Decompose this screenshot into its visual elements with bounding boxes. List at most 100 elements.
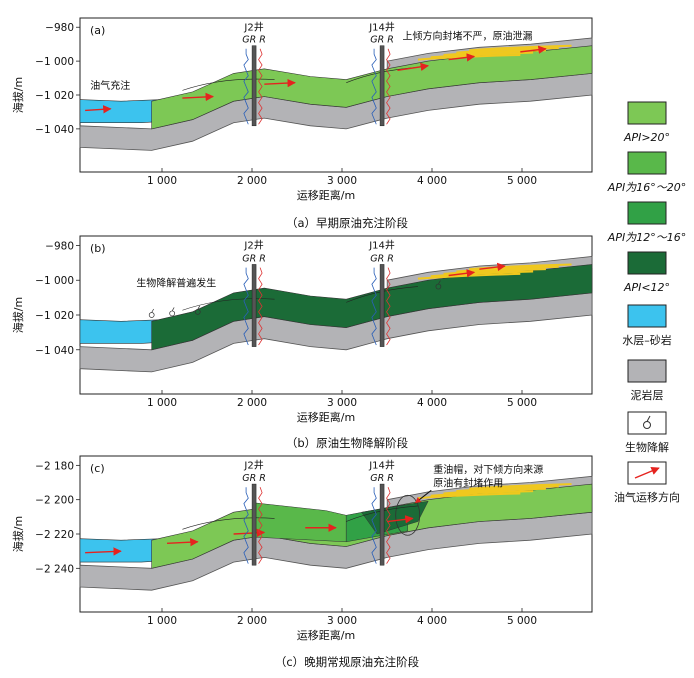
legend-swatch <box>627 304 667 328</box>
panel-label: (c) <box>90 462 105 475</box>
panel-label: (b) <box>90 242 106 255</box>
x-tick-label: 2 000 <box>237 615 267 627</box>
x-axis-label: 运移距离/m <box>297 410 355 424</box>
migration-arrow <box>479 262 506 272</box>
annotation-pointer <box>414 489 432 504</box>
legend-swatch <box>627 101 667 125</box>
x-tick-label: 3 000 <box>327 615 357 627</box>
migration-arrow <box>264 78 296 88</box>
panel-label: (a) <box>90 24 105 37</box>
legend-item-biodegradation: 生物降解 <box>625 411 669 454</box>
y-axis-label: 海拔/m <box>11 516 25 552</box>
oil-sand-lens <box>430 490 534 497</box>
legend-label: API为16°～20° <box>607 181 686 194</box>
well-log-label: GR R <box>242 35 266 46</box>
legend-swatch <box>627 201 667 225</box>
well-j14: J14井 GR R <box>368 20 395 127</box>
x-tick-label: 3 000 <box>327 175 357 187</box>
red-arrow-icon <box>634 467 660 479</box>
well-borehole <box>379 45 385 127</box>
legend-label: 水层–砂岩 <box>622 333 672 347</box>
y-tick-label: −2 220 <box>35 529 74 541</box>
well-name-label: J14井 <box>368 20 395 33</box>
gr-log-curve <box>371 48 377 125</box>
y-axis-label: 海拔/m <box>11 297 25 333</box>
oil-sand-lens <box>469 483 572 490</box>
x-axis-label: 运移距离/m <box>297 628 355 642</box>
resistivity-log-curve <box>386 48 391 125</box>
well-log-label: GR R <box>370 35 394 46</box>
y-tick-label: −1 020 <box>35 90 74 102</box>
panel-caption: （b）原油生物降解阶段 <box>286 436 409 450</box>
shale-stringer <box>182 298 275 311</box>
well-borehole <box>251 45 257 127</box>
oil-sand-lens <box>417 492 521 500</box>
resistivity-log-curve <box>386 267 391 346</box>
annotation-text: 油气充注 <box>90 79 130 92</box>
resistivity-log-curve <box>386 487 391 564</box>
well-borehole <box>379 483 385 566</box>
shale-stringer <box>182 517 275 530</box>
x-tick-label: 5 000 <box>507 615 537 627</box>
x-tick-label: 5 000 <box>507 397 537 409</box>
migration-arrow <box>448 53 476 62</box>
biodegradation-symbol-icon <box>194 305 201 315</box>
y-tick-label: −1 040 <box>35 345 74 357</box>
gr-log-curve <box>243 487 249 564</box>
oil-sand-lens <box>417 272 521 280</box>
migration-arrow <box>167 537 199 547</box>
legend-item-migration: 油气运移方向 <box>614 461 680 504</box>
gr-log-curve <box>243 48 249 125</box>
legend-label: API<12° <box>623 281 670 294</box>
migration-arrow <box>233 528 266 538</box>
well-log-label: GR R <box>370 473 394 484</box>
legend-label: API>20° <box>623 131 670 144</box>
y-tick-label: −2 240 <box>35 563 74 575</box>
legend-swatch <box>627 359 667 383</box>
legend-item-mudstone: 泥岩层 <box>627 359 667 402</box>
legend-label: 泥岩层 <box>631 388 664 402</box>
y-tick-label: −980 <box>45 240 74 252</box>
y-tick-label: −1 000 <box>35 275 74 287</box>
gr-log-curve <box>243 267 249 346</box>
migration-arrow <box>387 515 414 524</box>
oil-sand-lens <box>469 263 572 271</box>
x-axis-label: 运移距离/m <box>297 188 355 202</box>
well-name-label: J2井 <box>243 20 263 33</box>
x-tick-label: 5 000 <box>507 175 537 187</box>
oil-sand-lens <box>443 268 546 275</box>
shale-stringer <box>346 286 418 303</box>
well-name-label: J2井 <box>243 458 263 471</box>
resistivity-log-curve <box>258 487 263 564</box>
oil-sand-lens <box>469 44 572 52</box>
oil-sand-lens <box>430 270 534 278</box>
legend-swatch <box>627 151 667 175</box>
annotation-text: 重油帽，对下倾方向来源 <box>433 463 543 476</box>
legend-item-water-sand: 水层–砂岩 <box>622 304 672 347</box>
legend-item-api-gt20: API>20° <box>623 101 670 144</box>
oil-sand-lens <box>456 485 559 493</box>
biodegradation-symbol-icon <box>435 280 442 290</box>
resistivity-log-curve <box>258 48 263 125</box>
annotation-text: 上倾方向封堵不严，原油泄漏 <box>403 30 533 43</box>
migration-arrow <box>448 269 476 278</box>
y-tick-label: −980 <box>45 22 74 34</box>
y-tick-label: −2 200 <box>35 495 74 507</box>
y-tick-label: −1 040 <box>35 124 74 136</box>
y-tick-label: −1 000 <box>35 56 74 68</box>
gr-log-curve <box>371 267 377 346</box>
well-log-label: GR R <box>242 473 266 484</box>
well-j2: J2井 GR R <box>242 458 266 566</box>
well-j2: J2井 GR R <box>242 20 266 127</box>
biodegradation-symbol-icon <box>643 415 651 429</box>
oil-sand-lens <box>443 487 546 495</box>
legend-label: 油气运移方向 <box>614 490 680 504</box>
x-tick-label: 4 000 <box>417 615 447 627</box>
